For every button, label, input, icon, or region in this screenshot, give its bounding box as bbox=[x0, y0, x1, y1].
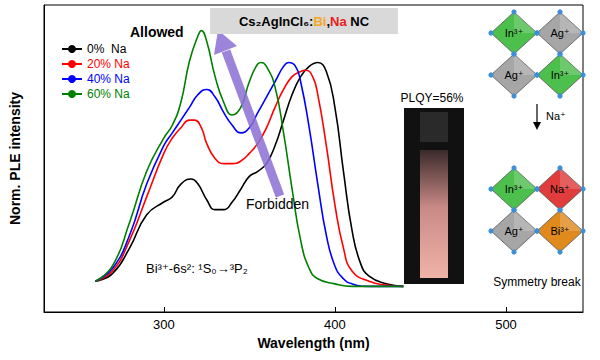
svg-text:500: 500 bbox=[495, 317, 517, 332]
svg-text:Na⁺: Na⁺ bbox=[546, 110, 566, 122]
svg-text:PLQY=56%: PLQY=56% bbox=[400, 91, 463, 105]
svg-text:40% Na: 40% Na bbox=[87, 72, 130, 86]
svg-text:In³⁺: In³⁺ bbox=[505, 183, 524, 195]
svg-text:Allowed: Allowed bbox=[130, 24, 184, 40]
svg-text:Ag⁺: Ag⁺ bbox=[550, 27, 569, 39]
svg-text:Cs₂AgInCl₆:: Cs₂AgInCl₆: bbox=[239, 14, 314, 29]
svg-text:400: 400 bbox=[324, 317, 346, 332]
svg-text:Ag⁺: Ag⁺ bbox=[504, 225, 523, 237]
svg-text:Forbidden: Forbidden bbox=[246, 196, 309, 212]
svg-text:Bi³⁺-6s²: ¹S₀→³P₂: Bi³⁺-6s²: ¹S₀→³P₂ bbox=[146, 261, 248, 276]
svg-text:Na: Na bbox=[330, 14, 347, 29]
svg-text:In³⁺: In³⁺ bbox=[551, 69, 570, 81]
svg-text:Na⁺: Na⁺ bbox=[550, 183, 570, 195]
svg-text:NC: NC bbox=[347, 14, 370, 29]
svg-text:0% Na: 0% Na bbox=[87, 42, 127, 56]
svg-text:Wavelength (nm): Wavelength (nm) bbox=[257, 335, 369, 351]
svg-text:In³⁺: In³⁺ bbox=[505, 27, 524, 39]
svg-text:60% Na: 60% Na bbox=[87, 87, 130, 101]
svg-text:Bi³⁺: Bi³⁺ bbox=[550, 225, 569, 237]
svg-text:300: 300 bbox=[153, 317, 175, 332]
svg-text:Bi: Bi bbox=[313, 14, 326, 29]
svg-text:Norm. PLE intensity: Norm. PLE intensity bbox=[7, 92, 23, 225]
svg-text:Symmetry break: Symmetry break bbox=[493, 275, 581, 289]
svg-text:20% Na: 20% Na bbox=[87, 57, 130, 71]
svg-text:Ag⁺: Ag⁺ bbox=[504, 69, 523, 81]
